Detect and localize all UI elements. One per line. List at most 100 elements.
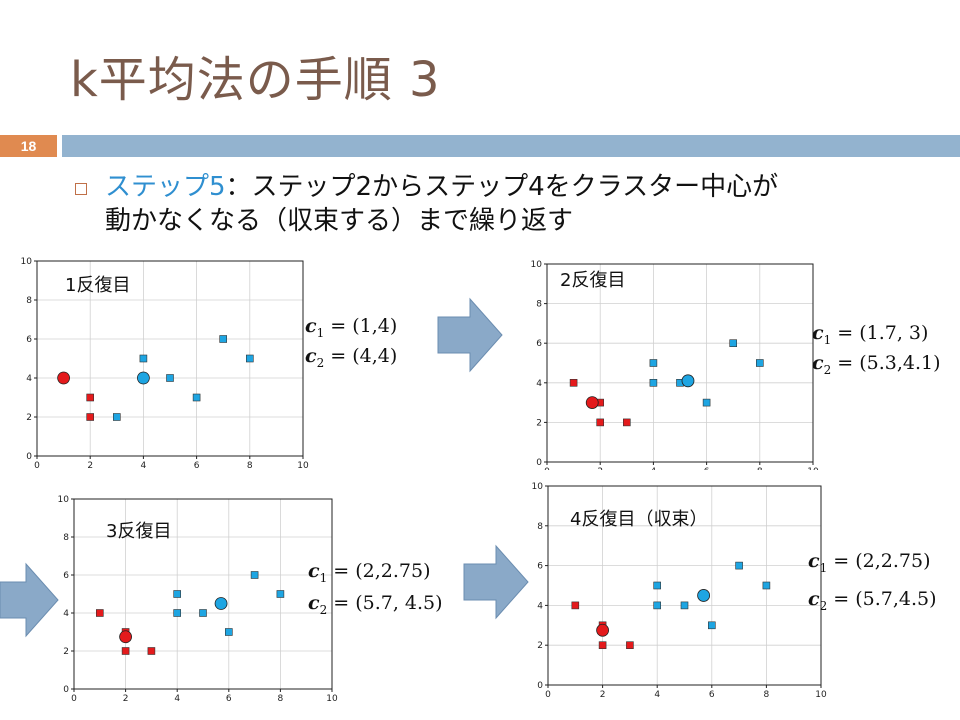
chart-title: 1反復目 bbox=[65, 275, 130, 296]
y-tick-label: 8 bbox=[536, 300, 542, 310]
x-tick-label: 2 bbox=[597, 467, 603, 470]
plot-area bbox=[547, 485, 822, 686]
data-point bbox=[192, 393, 201, 402]
y-tick-label: 4 bbox=[537, 601, 543, 611]
x-tick-label: 4 bbox=[174, 694, 180, 704]
plot-frame bbox=[73, 498, 333, 690]
x-tick-label: 2 bbox=[87, 461, 93, 471]
bullet-text: ステップ5：ステップ2からステップ4をクラスター中心が 動かなくなる（収束する）… bbox=[105, 170, 778, 238]
data-point bbox=[147, 647, 156, 655]
data-point bbox=[680, 601, 689, 610]
slide-number: 18 bbox=[0, 135, 57, 157]
plot-frame bbox=[547, 485, 822, 686]
y-tick-label: 6 bbox=[536, 339, 542, 349]
centroid-point bbox=[681, 374, 695, 388]
x-tick-label: 6 bbox=[226, 694, 232, 704]
y-tick-label: 4 bbox=[26, 374, 32, 384]
data-point bbox=[86, 413, 94, 421]
data-point bbox=[139, 354, 148, 363]
plot-frame bbox=[546, 263, 814, 463]
y-tick-label: 6 bbox=[26, 335, 32, 345]
centroid-equations-1: c1 = (1,4) c2 = (4,4) bbox=[305, 315, 398, 370]
x-tick-label: 8 bbox=[278, 694, 284, 704]
data-point bbox=[166, 374, 174, 382]
x-tick-label: 10 bbox=[807, 467, 819, 470]
y-tick-label: 4 bbox=[536, 379, 542, 389]
data-point bbox=[649, 379, 658, 387]
step-highlight: ステップ5 bbox=[105, 172, 226, 202]
plot-area bbox=[73, 498, 333, 690]
data-point bbox=[113, 413, 121, 421]
y-tick-label: 4 bbox=[63, 609, 69, 619]
data-point bbox=[219, 335, 227, 343]
right-arrow-icon bbox=[463, 544, 529, 620]
x-tick-label: 4 bbox=[654, 690, 660, 700]
data-point bbox=[86, 393, 94, 402]
y-tick-label: 0 bbox=[26, 452, 32, 462]
data-point bbox=[735, 561, 743, 570]
y-tick-label: 6 bbox=[537, 562, 543, 572]
centroid-point bbox=[585, 396, 599, 410]
x-tick-label: 0 bbox=[34, 461, 40, 471]
y-tick-label: 2 bbox=[63, 647, 69, 657]
x-tick-label: 8 bbox=[764, 690, 770, 700]
data-point bbox=[653, 581, 661, 590]
data-point bbox=[571, 601, 580, 610]
x-tick-label: 4 bbox=[651, 467, 657, 470]
chart-title: 2反復目 bbox=[560, 270, 625, 291]
bullet-line-1-rest: ：ステップ2からステップ4をクラスター中心が bbox=[225, 172, 779, 202]
data-point bbox=[95, 609, 104, 617]
chart-title: 3反復目 bbox=[106, 521, 171, 542]
y-tick-label: 10 bbox=[21, 257, 33, 267]
x-tick-label: 0 bbox=[545, 690, 551, 700]
x-tick-label: 6 bbox=[704, 467, 710, 470]
data-point bbox=[173, 590, 181, 598]
x-tick-label: 8 bbox=[757, 467, 763, 470]
y-tick-label: 0 bbox=[536, 458, 542, 468]
data-point bbox=[569, 379, 578, 387]
plot-area bbox=[36, 260, 304, 457]
right-arrow-icon bbox=[437, 297, 503, 373]
x-tick-label: 8 bbox=[247, 461, 253, 471]
x-tick-label: 6 bbox=[709, 690, 715, 700]
x-tick-label: 10 bbox=[815, 690, 827, 700]
centroid-point bbox=[136, 371, 150, 385]
right-arrow-icon bbox=[0, 562, 59, 638]
data-point bbox=[276, 590, 285, 598]
x-tick-label: 4 bbox=[141, 461, 147, 471]
x-tick-label: 6 bbox=[194, 461, 200, 471]
bullet-line-2: 動かなくなる（収束する）まで繰り返す bbox=[105, 206, 574, 236]
centroid-point bbox=[214, 597, 228, 610]
scatter-chart-iteration-2: 0 2 4 6 8 10 0 2 4 6 8 10 2反復目 bbox=[531, 260, 819, 470]
data-point bbox=[702, 398, 711, 407]
data-point bbox=[756, 359, 764, 367]
centroid-point bbox=[596, 623, 609, 637]
data-point bbox=[199, 609, 207, 617]
bullet-line-1: ステップ5：ステップ2からステップ4をクラスター中心が bbox=[105, 170, 778, 204]
centroid-equations-4: c1 = (2,2.75) c2 = (5.7,4.5) bbox=[808, 550, 937, 613]
x-tick-label: 2 bbox=[600, 690, 606, 700]
data-point bbox=[623, 418, 631, 427]
bullet-square-icon bbox=[75, 183, 87, 195]
scatter-chart-iteration-3: 0 2 4 6 8 10 0 2 4 6 8 10 3反復目 bbox=[58, 495, 338, 704]
y-tick-label: 0 bbox=[63, 685, 69, 695]
data-point bbox=[225, 628, 233, 636]
data-point bbox=[762, 581, 771, 590]
data-point bbox=[250, 571, 259, 579]
x-tick-label: 2 bbox=[123, 694, 129, 704]
slide-title: k平均法の手順 3 bbox=[70, 52, 441, 108]
y-tick-label: 0 bbox=[537, 681, 543, 691]
y-tick-label: 10 bbox=[58, 495, 70, 505]
y-tick-label: 8 bbox=[26, 296, 32, 306]
data-point bbox=[173, 609, 181, 617]
centroid-point bbox=[57, 371, 70, 385]
y-tick-label: 8 bbox=[537, 522, 543, 532]
centroid-point bbox=[697, 589, 711, 602]
data-point bbox=[649, 359, 658, 367]
y-tick-label: 2 bbox=[537, 641, 543, 651]
plot-area bbox=[546, 263, 814, 463]
centroid-point bbox=[119, 630, 132, 644]
x-tick-label: 10 bbox=[326, 694, 338, 704]
y-tick-label: 10 bbox=[532, 482, 544, 492]
y-tick-label: 8 bbox=[63, 533, 69, 543]
